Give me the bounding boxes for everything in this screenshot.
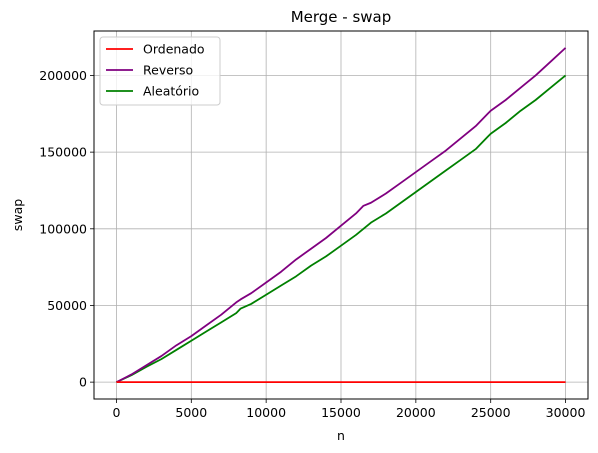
legend-label-ordenado: Ordenado	[143, 42, 205, 57]
y-axis-label: swap	[10, 199, 25, 231]
legend-label-reverso: Reverso	[143, 63, 193, 78]
chart-title: Merge - swap	[291, 8, 392, 26]
x-tick-label: 5000	[175, 405, 207, 420]
y-tick-label: 150000	[39, 145, 87, 160]
y-axis: 0 50000 100000 150000 200000	[39, 68, 94, 390]
legend-label-aleatorio: Aleatório	[143, 84, 199, 99]
series-line-aleat-rio	[116, 74, 567, 383]
plot-lines	[116, 47, 567, 384]
y-tick-label: 200000	[39, 68, 87, 83]
x-tick-label: 15000	[321, 405, 361, 420]
x-axis: 0 5000 10000 15000 20000 25000 30000	[112, 399, 585, 420]
x-tick-label: 0	[112, 405, 120, 420]
x-tick-label: 30000	[546, 405, 586, 420]
y-tick-label: 50000	[47, 298, 87, 313]
y-tick-label: 0	[79, 375, 87, 390]
x-tick-label: 10000	[246, 405, 286, 420]
legend-box	[99, 36, 221, 106]
y-tick-label: 100000	[39, 221, 87, 236]
series-line-reverso	[116, 47, 567, 383]
x-tick-label: 20000	[396, 405, 436, 420]
x-tick-label: 25000	[471, 405, 511, 420]
legend: Ordenado Reverso Aleatório	[99, 36, 221, 106]
x-axis-label: n	[337, 428, 345, 443]
